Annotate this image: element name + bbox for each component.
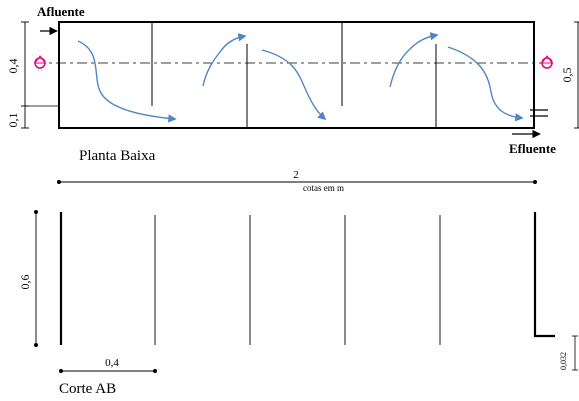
plan-view: Afluente Efluente <box>6 4 579 193</box>
plan-dim-upper-value: 0,4 <box>6 59 20 74</box>
section-right-wall <box>533 212 555 338</box>
section-dim-outlet-value: 0,032 <box>559 352 568 370</box>
plan-dim-right-value: 0,5 <box>560 68 574 83</box>
section-view: 0,6 0,4 0,032 Corte AB <box>18 210 578 397</box>
section-marker-left <box>34 55 46 69</box>
section-dim-spacing-value: 0,4 <box>105 357 119 369</box>
total-length-dimension: 2 <box>57 169 537 184</box>
plan-title: Planta Baixa <box>79 148 156 164</box>
total-length-value: 2 <box>293 169 299 181</box>
plan-tank-outline <box>58 21 535 129</box>
section-title: Corte AB <box>59 381 116 397</box>
plan-dim-lower-value: 0,1 <box>6 113 20 128</box>
inlet-label: Afluente <box>37 4 85 19</box>
outlet-label: Efluente <box>509 141 556 156</box>
flow-arrow-4 <box>389 32 439 88</box>
section-marker-right <box>541 55 553 69</box>
flow-arrow-2 <box>202 33 247 87</box>
flow-arrow-3 <box>261 49 327 121</box>
flow-arrow-5 <box>447 46 524 122</box>
flow-arrow-1 <box>77 40 177 123</box>
section-dim-height-value: 0,6 <box>18 275 32 290</box>
units-note: cotas em m <box>303 183 344 193</box>
